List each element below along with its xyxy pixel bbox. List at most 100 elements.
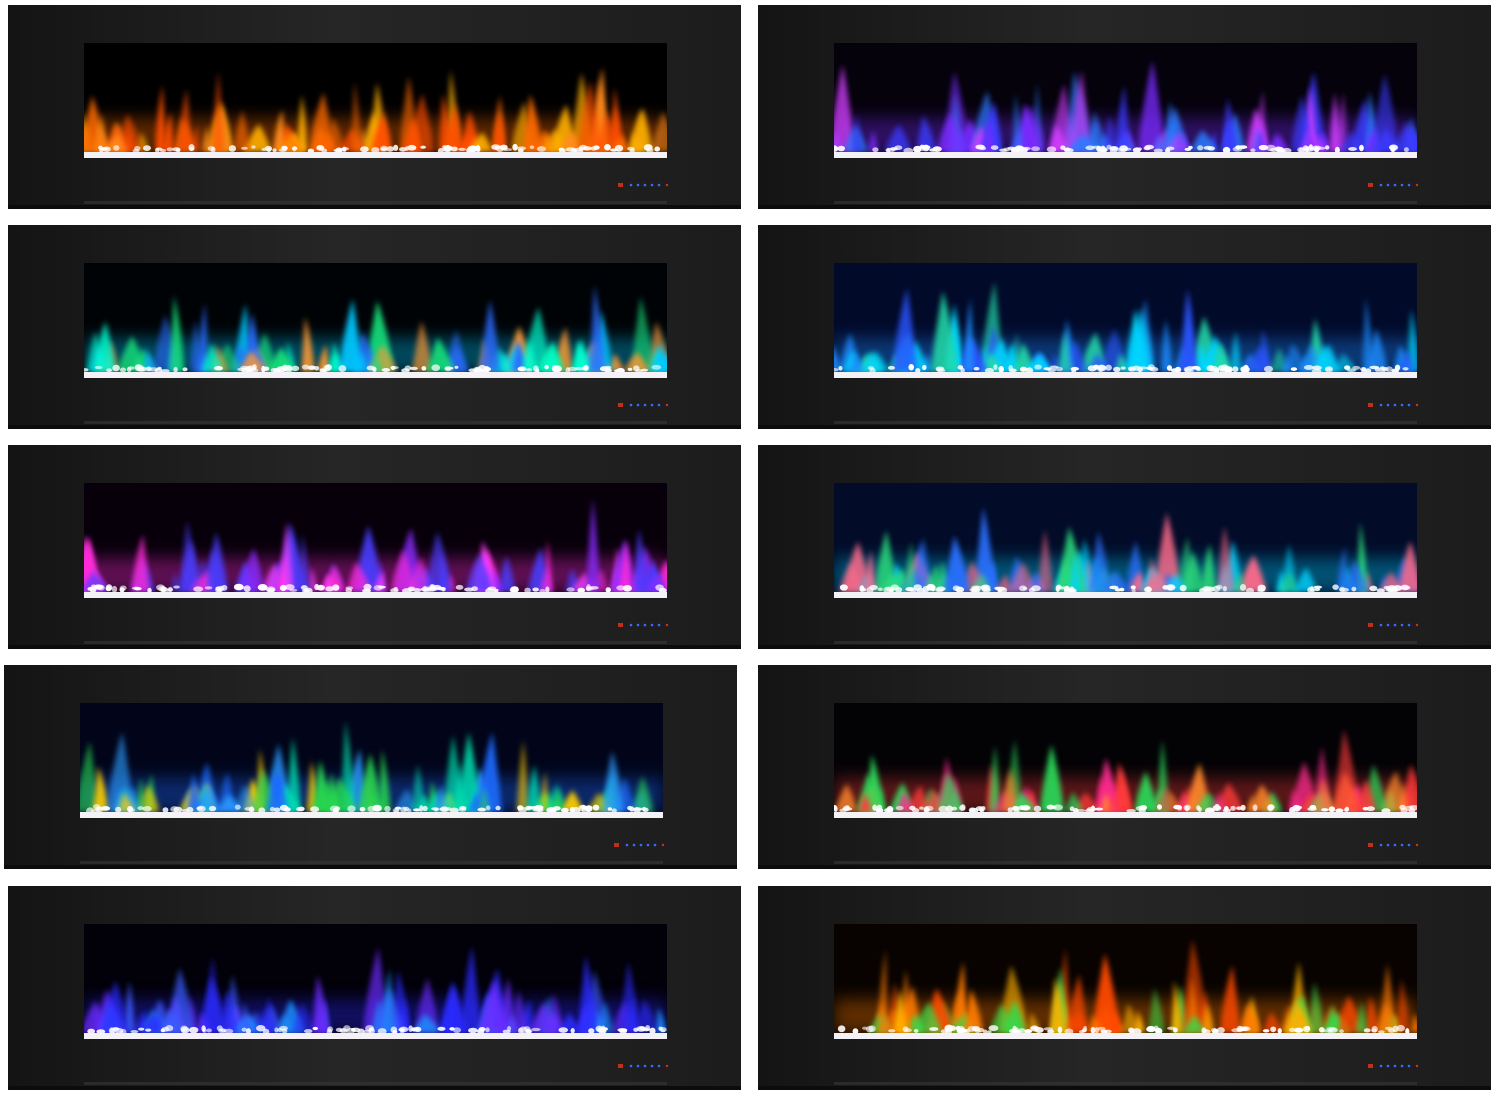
crystal [347, 805, 356, 813]
flame [1066, 973, 1088, 1033]
crystal [495, 145, 504, 153]
crystal [605, 365, 612, 370]
crystal [593, 145, 600, 150]
crystal [96, 1029, 106, 1035]
crystal [560, 807, 569, 813]
crystal [839, 584, 848, 591]
vent-strip [84, 1082, 667, 1085]
vent-strip [834, 421, 1417, 424]
fireplace-panel [758, 5, 1491, 209]
flame [291, 1002, 315, 1033]
flame [1313, 344, 1341, 372]
crystal [834, 367, 839, 372]
crystal [166, 147, 174, 152]
control-led [1407, 403, 1411, 407]
control-led [643, 1064, 647, 1068]
crystal [1313, 585, 1323, 589]
crystal [924, 805, 934, 811]
panel-bottom-edge [758, 205, 1491, 209]
crystal [1028, 587, 1036, 593]
flame [200, 125, 213, 152]
crystal [238, 585, 245, 590]
flame [601, 751, 625, 812]
crystal [1172, 1027, 1178, 1033]
crystal [1308, 144, 1313, 151]
crystal [431, 364, 441, 372]
control-led [643, 183, 647, 187]
crystal [1324, 366, 1334, 373]
crystal [323, 365, 331, 372]
crystal [132, 149, 140, 153]
crystal [429, 586, 439, 591]
crystal [1264, 365, 1273, 373]
crystal [877, 587, 883, 592]
ember-bed [84, 152, 667, 158]
crystal [316, 144, 325, 151]
crystal [138, 1027, 145, 1031]
crystal [339, 1028, 347, 1033]
crystal [378, 585, 386, 589]
vent-strip [84, 201, 667, 204]
crystal [408, 587, 415, 592]
flame [892, 287, 918, 372]
flame [279, 521, 295, 592]
crystal [1007, 146, 1016, 150]
ember-bed [834, 372, 1417, 378]
crystal [1087, 365, 1097, 372]
crystal [1030, 1025, 1039, 1032]
flame [301, 316, 315, 372]
crystal [512, 143, 518, 151]
crystal [1078, 1030, 1085, 1034]
flame [1037, 528, 1054, 592]
flame [522, 306, 552, 372]
flame [1284, 1001, 1312, 1033]
crystal [393, 809, 400, 813]
crystal [1343, 808, 1349, 812]
crystal [470, 145, 477, 149]
crystal [295, 807, 301, 812]
flame [883, 124, 913, 152]
crystal [997, 587, 1002, 594]
control-led [650, 403, 654, 407]
flame [1068, 70, 1092, 152]
crystal [570, 807, 581, 814]
control-led [650, 183, 654, 187]
crystal [558, 1027, 569, 1033]
crystal [1114, 588, 1122, 592]
crystal [1132, 147, 1141, 153]
flame [1366, 328, 1388, 372]
crystal [115, 806, 122, 813]
flame [963, 988, 984, 1033]
crystal [1179, 584, 1187, 592]
crystal [381, 368, 391, 372]
flame [912, 1001, 942, 1033]
crystal [478, 1027, 486, 1032]
crystal [281, 364, 289, 371]
fireplace-panel [758, 445, 1491, 649]
flame [538, 771, 550, 812]
flame [650, 111, 667, 152]
crystal [1021, 805, 1031, 811]
flame [311, 974, 329, 1033]
crystal [1098, 147, 1108, 153]
crystal [1011, 805, 1020, 811]
crystal [1033, 805, 1042, 813]
crystal [97, 584, 105, 591]
control-led [1400, 843, 1404, 847]
crystal [1211, 1027, 1218, 1033]
crystal [210, 146, 216, 153]
crystal [332, 584, 340, 591]
crystal [838, 365, 843, 371]
crystal [969, 807, 979, 814]
crystal [1257, 584, 1266, 592]
crystal [261, 365, 266, 373]
crystal [551, 365, 556, 372]
crystal [502, 148, 513, 152]
crystal [1392, 1025, 1399, 1033]
control-led-end [1415, 623, 1419, 627]
flame [1000, 767, 1019, 812]
crystal [607, 807, 613, 811]
crystal [1140, 805, 1148, 810]
crystal [1166, 584, 1173, 591]
